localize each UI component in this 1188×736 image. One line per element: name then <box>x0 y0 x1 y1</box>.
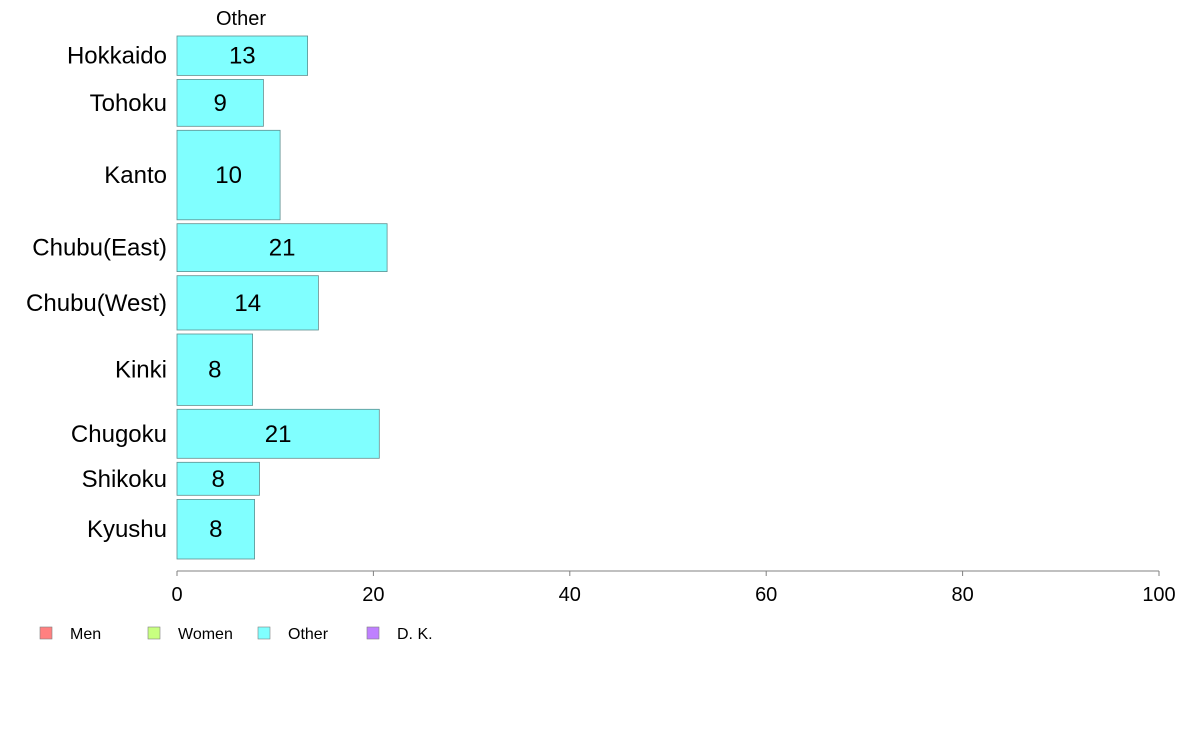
bar-value-label: 9 <box>214 90 227 117</box>
category-label: Chubu(East) <box>32 235 167 262</box>
legend-label: D. K. <box>397 626 433 643</box>
bar-value-label: 21 <box>265 421 292 448</box>
chart-title: Other <box>216 8 266 30</box>
legend-swatch <box>39 626 53 640</box>
category-label: Chubu(West) <box>26 290 167 317</box>
bar-hokkaido <box>176 35 309 76</box>
bar-value-label: 8 <box>208 357 221 384</box>
legend-label: Women <box>178 626 233 643</box>
legend-swatch <box>366 626 380 640</box>
legend-swatch <box>257 626 271 640</box>
bar-value-label: 8 <box>209 516 222 543</box>
category-label: Kinki <box>115 357 167 384</box>
bar-chubu-west <box>176 275 319 331</box>
x-tick-label: 40 <box>559 584 581 606</box>
bar-value-label: 13 <box>229 43 256 70</box>
x-tick-label: 0 <box>171 584 182 606</box>
category-label: Shikoku <box>82 466 167 493</box>
x-tick-label: 100 <box>1142 584 1175 606</box>
bar-chugoku <box>176 408 380 459</box>
legend-label: Other <box>288 626 329 643</box>
bar-kanto <box>176 129 281 221</box>
category-label: Tohoku <box>90 90 167 117</box>
x-tick-label: 20 <box>362 584 384 606</box>
category-label: Kyushu <box>87 516 167 543</box>
bar-value-label: 10 <box>215 162 242 189</box>
bar-tohoku <box>176 79 264 127</box>
bars-layer: Hokkaido 13 Tohoku 9 Kanto 10 Chubu(East) 21 Chu… <box>26 35 388 560</box>
legend-swatch <box>147 626 161 640</box>
x-tick-label: 60 <box>755 584 777 606</box>
x-tick-label: 80 <box>951 584 973 606</box>
x-axis: 0 20 40 60 80 100 <box>171 570 1176 606</box>
category-label: Hokkaido <box>67 43 167 70</box>
bar-kyushu <box>176 498 255 560</box>
bar-kinki <box>176 333 253 406</box>
bar-shikoku <box>176 461 260 496</box>
bar-chubu-east <box>176 223 388 272</box>
category-label: Kanto <box>104 162 167 189</box>
category-label: Chugoku <box>71 421 167 448</box>
bar-value-label: 21 <box>269 235 296 262</box>
bar-value-label: 14 <box>234 290 261 317</box>
bar-value-label: 8 <box>212 466 225 493</box>
legend-label: Men <box>70 626 101 643</box>
legend: Men Women Other D. K. <box>39 626 433 643</box>
